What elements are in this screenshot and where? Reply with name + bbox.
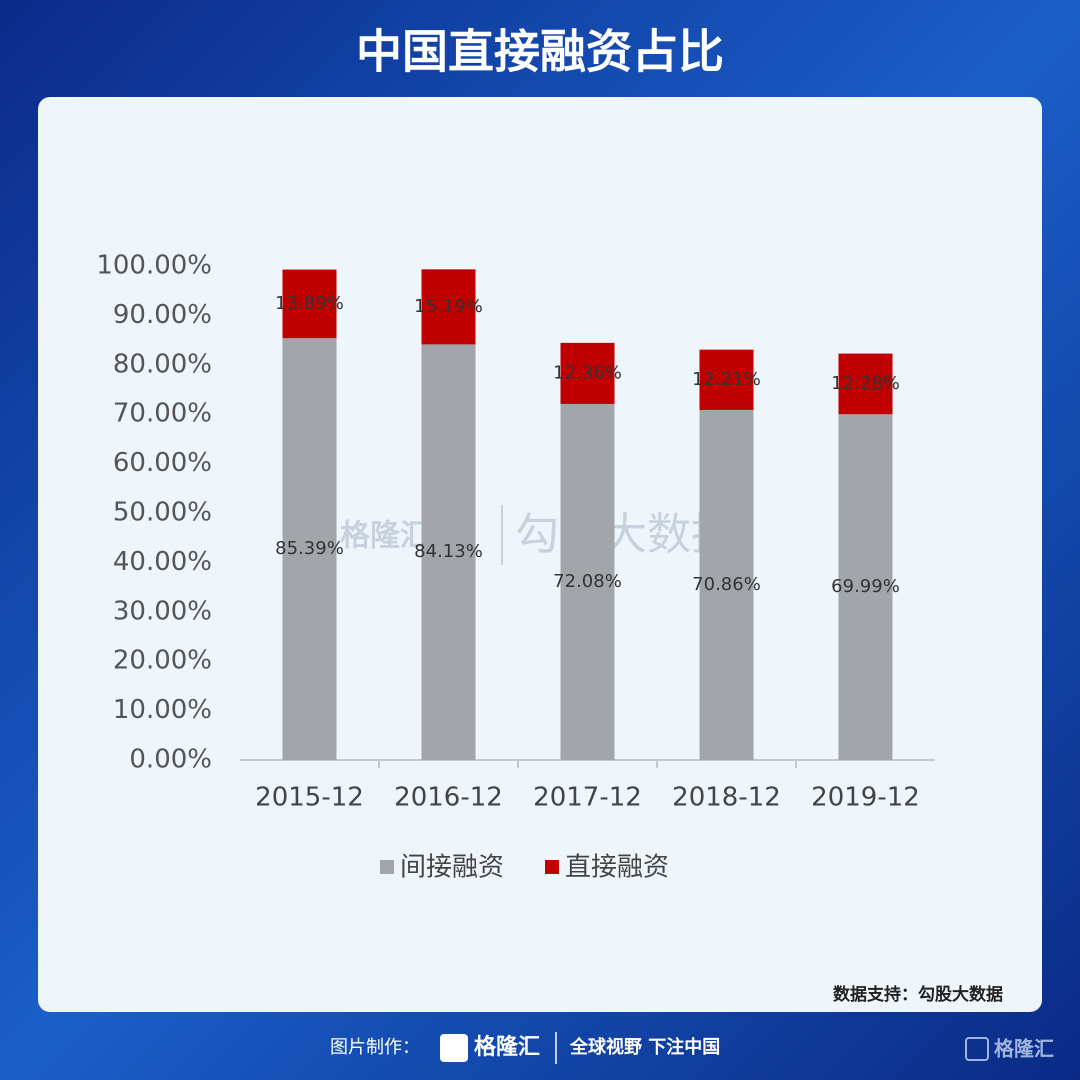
x-tick-label: 2015-12: [255, 783, 364, 813]
bar-segment: [421, 344, 476, 760]
bar-segment: [282, 269, 337, 339]
y-tick-label: 20.00%: [113, 646, 212, 676]
y-tick-label: 90.00%: [113, 300, 212, 330]
y-tick-label: 0.00%: [129, 745, 212, 775]
data-label: 72.08%: [553, 571, 622, 592]
footer-made-by: 图片制作：: [330, 1037, 420, 1058]
corner-logo-icon: [965, 1037, 989, 1061]
bar-segment: [699, 349, 754, 410]
x-tick-label: 2018-12: [672, 783, 781, 813]
data-label: 84.13%: [414, 541, 483, 562]
data-label: 70.86%: [692, 574, 761, 595]
x-tick-label: 2019-12: [811, 783, 920, 813]
watermark: 勾股大数据: [515, 509, 735, 560]
x-tick-label: 2016-12: [394, 783, 503, 813]
page-title: 中国直接融资占比: [356, 25, 724, 79]
data-label: 12.21%: [692, 369, 761, 390]
y-tick-label: 50.00%: [113, 498, 212, 528]
data-label: 15.19%: [414, 296, 483, 317]
watermark: 格隆汇: [340, 519, 430, 554]
legend-swatch: [545, 860, 559, 874]
y-tick-label: 100.00%: [96, 251, 212, 281]
plot: 0.00% 10.00% 20.00% 30.00% 40.00% 50.00% 60.00…: [96, 251, 920, 883]
bar-segment: [560, 403, 615, 760]
bar-segment: [282, 338, 337, 760]
bar-segment: [421, 269, 476, 345]
bar-segment: [560, 342, 615, 404]
source: 数据支持：勾股大数据: [833, 984, 1003, 1005]
y-tick-label: 80.00%: [113, 349, 212, 379]
data-label: 69.99%: [831, 576, 900, 597]
data-label: 12.28%: [831, 373, 900, 394]
y-tick-label: 70.00%: [113, 399, 212, 429]
y-tick-label: 40.00%: [113, 547, 212, 577]
bar-segment: [838, 414, 893, 760]
y-tick-label: 30.00%: [113, 596, 212, 626]
bar-segment: [699, 409, 754, 760]
legend-swatch: [380, 860, 394, 874]
x-tick-label: 2017-12: [533, 783, 642, 813]
data-label: 13.89%: [275, 293, 344, 314]
y-tick-label: 60.00%: [113, 448, 212, 478]
legend-label: 直接融资: [565, 853, 669, 883]
footer-logo-icon: [440, 1034, 468, 1062]
bar-segment: [838, 353, 893, 415]
corner-logo: 格隆汇: [994, 1037, 1054, 1061]
data-label: 12.36%: [553, 362, 622, 383]
data-label: 85.39%: [275, 538, 344, 559]
footer-slogan: 全球视野 下注中国: [569, 1036, 720, 1058]
footer-brand: 格隆汇: [474, 1034, 540, 1060]
y-tick-label: 10.00%: [113, 695, 212, 725]
legend-label: 间接融资: [400, 853, 504, 883]
